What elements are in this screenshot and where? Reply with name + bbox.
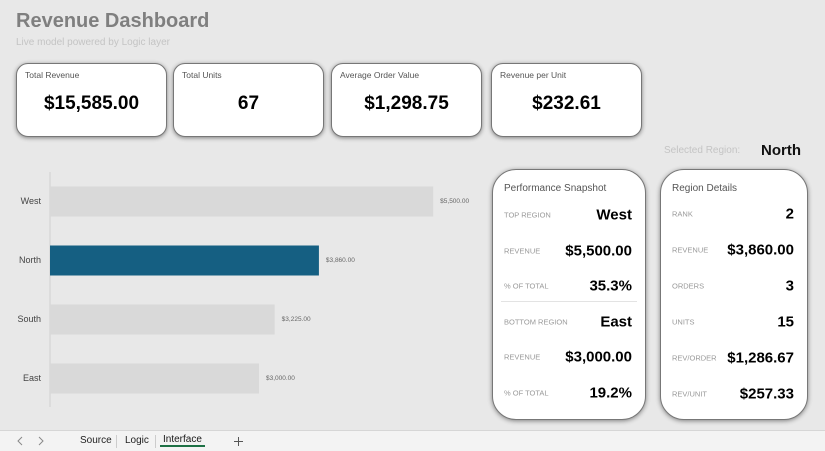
nav-arrows[interactable] <box>14 435 54 447</box>
row-value: $257.33 <box>739 385 794 403</box>
row-value: 35.3% <box>589 277 632 295</box>
kpi-label: Average Order Value <box>340 70 420 80</box>
y-tick-label: South <box>17 314 41 324</box>
row-value: $3,860.00 <box>727 241 794 259</box>
row-label: BOTTOM REGION <box>504 317 568 326</box>
info-panel: Performance Snapshot TOP REGION West REVENU… <box>492 169 646 420</box>
row-value: $5,500.00 <box>565 242 632 259</box>
row-value: 3 <box>785 277 794 295</box>
kpi-label: Total Units <box>182 70 222 80</box>
row-value: $3,000.00 <box>565 348 632 366</box>
row-value: 2 <box>785 205 794 223</box>
bar <box>50 304 275 335</box>
kpi-card: Total Revenue $15,585.00 <box>16 63 167 137</box>
kpi-label: Total Revenue <box>25 70 80 80</box>
y-tick-label: East <box>23 373 42 383</box>
sheet-tab[interactable]: Interface <box>160 434 205 447</box>
value-label: $3,860.00 <box>326 257 355 264</box>
kpi-value: $15,585.00 <box>43 93 140 114</box>
value-label: $3,000.00 <box>266 375 295 382</box>
row-label: RANK <box>672 209 693 219</box>
row-value: 19.2% <box>589 384 632 401</box>
kpi-value: $232.61 <box>532 93 601 114</box>
bar <box>50 363 259 394</box>
row-label: % OF TOTAL <box>504 281 549 291</box>
y-tick-label: North <box>19 255 41 265</box>
kpi-card: Total Units 67 <box>173 63 324 137</box>
kpi-label: Revenue per Unit <box>500 70 567 80</box>
row-label: REVENUE <box>504 352 541 362</box>
y-tick-label: West <box>21 196 42 206</box>
row-label: ORDERS <box>672 281 705 291</box>
kpi-card: Revenue per Unit $232.61 <box>491 63 642 137</box>
kpi-card: Average Order Value $1,298.75 <box>331 63 482 137</box>
row-label: REV/UNIT <box>672 389 708 399</box>
row-label: TOP REGION <box>504 210 551 220</box>
info-panel: Region Details RANK 2 REVENUE $3,860.00 ORDER… <box>660 169 808 420</box>
row-value: $1,286.67 <box>727 349 794 367</box>
sheet-tab[interactable]: Source <box>80 435 112 446</box>
kpi-value: 67 <box>237 93 260 114</box>
bar-chart: West $5,500.00 North $3,860.00 South $3,225.0… <box>17 172 469 407</box>
row-label: REVENUE <box>672 245 709 255</box>
row-label: % OF TOTAL <box>504 388 549 397</box>
row-value: West <box>596 206 632 224</box>
kpi-value: $1,298.75 <box>364 93 449 114</box>
value-label: $5,500.00 <box>440 198 469 205</box>
row-label: REVENUE <box>504 246 541 255</box>
selected-region-value[interactable]: North <box>761 142 801 159</box>
divider <box>501 301 637 302</box>
bar <box>50 186 434 217</box>
bar <box>50 245 319 276</box>
panel-title: Performance Snapshot <box>504 183 607 194</box>
row-label: REV/ORDER <box>672 353 717 363</box>
sheet-tabs: Source Logic Interface <box>0 430 825 451</box>
row-label: UNITS <box>672 317 695 327</box>
title: Revenue Dashboard <box>16 10 210 32</box>
sheet-tab[interactable]: Logic <box>125 435 149 446</box>
add-sheet[interactable] <box>233 436 244 447</box>
row-value: 15 <box>777 313 794 331</box>
selected-region-label: Selected Region: <box>664 145 741 156</box>
row-value: East <box>600 313 632 330</box>
subtitle: Live model powered by Logic layer <box>16 37 170 48</box>
panel-title: Region Details <box>672 183 738 194</box>
value-label: $3,225.00 <box>282 316 311 323</box>
